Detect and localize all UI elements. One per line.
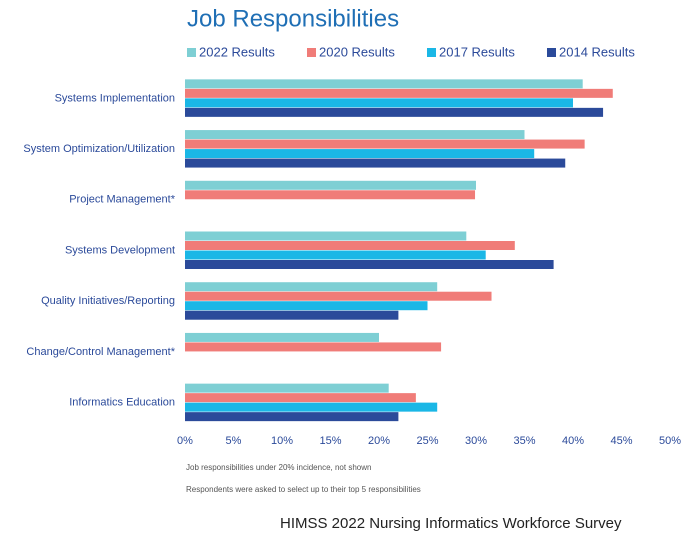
x-tick-label: 5% — [226, 435, 242, 447]
bar — [185, 310, 399, 320]
bar — [185, 149, 535, 159]
bar — [185, 130, 525, 140]
bar — [185, 282, 438, 292]
x-tick-label: 20% — [368, 435, 390, 447]
y-tick-label: Change/Control Management* — [26, 346, 175, 358]
x-tick-label: 45% — [610, 435, 632, 447]
legend-swatch — [187, 48, 196, 57]
bar — [185, 190, 476, 200]
bar — [185, 250, 486, 260]
bar — [185, 291, 492, 301]
bar — [185, 158, 566, 168]
bar — [185, 393, 416, 403]
bar — [185, 402, 438, 412]
x-tick-label: 15% — [319, 435, 341, 447]
x-tick-label: 40% — [562, 435, 584, 447]
y-tick-label: System Optimization/Utilization — [23, 143, 175, 155]
bar — [185, 260, 554, 269]
x-tick-label: 25% — [416, 435, 438, 447]
bar — [185, 107, 604, 117]
bar — [185, 412, 399, 422]
footer: HIMSS 2022 Nursing Informatics Workforce… — [280, 515, 622, 532]
legend-swatch — [307, 48, 316, 57]
bar — [185, 180, 476, 190]
bar — [185, 342, 442, 352]
note: Job responsibilities under 20% incidence… — [186, 463, 371, 472]
legend-swatch — [427, 48, 436, 57]
bar — [185, 241, 515, 250]
y-tick-label: Systems Development — [65, 244, 175, 256]
y-tick-label: Systems Implementation — [55, 92, 175, 104]
bar — [185, 88, 613, 98]
bar — [185, 79, 583, 89]
y-tick-label: Project Management* — [69, 194, 175, 206]
legend-label: 2020 Results — [319, 44, 395, 59]
legend-label: 2017 Results — [439, 44, 515, 59]
legend-label: 2022 Results — [199, 44, 275, 59]
x-tick-label: 35% — [513, 435, 535, 447]
bar — [185, 139, 585, 149]
y-tick-label: Informatics Education — [69, 397, 175, 409]
chart-title: Job Responsibilities — [187, 5, 399, 32]
bar — [185, 98, 573, 108]
legend-swatch — [547, 48, 556, 57]
bar — [185, 332, 379, 342]
bar — [185, 231, 467, 241]
bar — [185, 383, 389, 393]
x-tick-label: 0% — [177, 435, 193, 447]
x-tick-label: 30% — [465, 435, 487, 447]
x-tick-label: 10% — [271, 435, 293, 447]
legend-label: 2014 Results — [559, 44, 635, 59]
y-tick-label: Quality Initiatives/Reporting — [41, 295, 175, 307]
x-tick-label: 50% — [659, 435, 681, 447]
note: Respondents were asked to select up to t… — [186, 485, 421, 494]
bar — [185, 301, 428, 311]
